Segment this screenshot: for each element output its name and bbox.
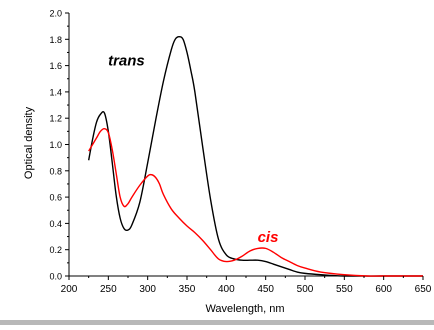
y-tick-label: 0.0 bbox=[49, 272, 62, 282]
series-line-trans bbox=[87, 35, 423, 277]
y-tick-label: 1.6 bbox=[49, 61, 62, 71]
y-tick-label: 0.6 bbox=[49, 193, 62, 203]
x-tick-label: 400 bbox=[218, 284, 235, 295]
series-line-cis bbox=[88, 128, 423, 277]
curve-label-trans: trans bbox=[108, 53, 145, 70]
x-tick-label: 550 bbox=[336, 284, 353, 295]
x-tick-label: 500 bbox=[297, 284, 314, 295]
y-tick-label: 0.4 bbox=[49, 219, 62, 229]
y-tick-label: 0.8 bbox=[49, 166, 62, 176]
x-tick-label: 600 bbox=[375, 284, 392, 295]
ticks-layer: 200 250 300 350 400 450 500 550 600 650 0.0 0.2 0.4 0… bbox=[49, 9, 431, 296]
y-tick-label: 1.8 bbox=[49, 35, 62, 45]
x-tick-label: 650 bbox=[415, 284, 432, 295]
x-tick-label: 450 bbox=[257, 284, 274, 295]
y-tick-label: 1.2 bbox=[49, 114, 62, 124]
y-tick-label: 2.0 bbox=[49, 9, 62, 19]
y-tick-label: 1.4 bbox=[49, 87, 62, 97]
x-tick-label: 250 bbox=[100, 284, 117, 295]
x-axis-label: Wavelength, nm bbox=[205, 303, 284, 315]
labels-layer: Wavelength, nm Optical density bbox=[23, 106, 285, 315]
x-tick-label: 300 bbox=[139, 284, 156, 295]
x-tick-label: 350 bbox=[179, 284, 196, 295]
curve-label-cis: cis bbox=[258, 229, 279, 246]
series-layer: trans cis bbox=[87, 35, 423, 277]
y-axis-label: Optical density bbox=[23, 106, 35, 179]
bottom-edge-bar bbox=[0, 320, 434, 325]
x-tick-label: 200 bbox=[61, 284, 78, 295]
y-tick-label: 0.2 bbox=[49, 245, 62, 255]
y-tick-label: 1.0 bbox=[49, 140, 62, 150]
